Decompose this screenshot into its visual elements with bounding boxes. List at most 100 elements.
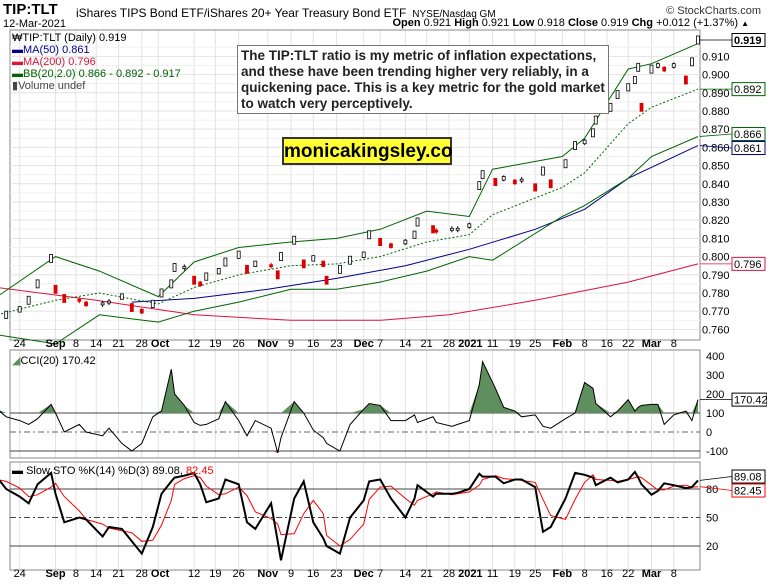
candle — [269, 264, 273, 268]
candle — [662, 66, 667, 72]
bb-upper-line — [0, 43, 699, 298]
candle — [683, 75, 688, 85]
sto-tick-label: 50 — [706, 513, 718, 525]
x-tick-label: 14 — [399, 338, 411, 350]
x-tick-label: 7 — [377, 338, 383, 350]
price-panel — [9, 29, 701, 341]
x-tick-label: 21 — [112, 568, 124, 580]
x-tick-label: Oct — [151, 568, 170, 580]
legend-sto-d-label: 82.45 — [186, 465, 214, 477]
x-tick-label: 22 — [622, 338, 634, 350]
high-value: 0.921 — [481, 17, 510, 29]
candlestick-icon: ₩ — [12, 32, 23, 44]
candle — [324, 275, 329, 285]
candle — [480, 170, 485, 180]
candle — [512, 179, 517, 185]
candle — [245, 264, 249, 274]
annotation-box: The TIP:TLT ratio is my metric of inflat… — [237, 45, 609, 114]
candle — [582, 139, 587, 145]
price-tick-label: 0.770 — [702, 306, 730, 318]
value-tag-connector — [699, 133, 733, 137]
candle — [84, 301, 88, 307]
price-tick-label: 0.840 — [702, 179, 730, 191]
candle — [172, 263, 177, 272]
price-tick-label: 0.820 — [702, 215, 730, 227]
candle — [415, 217, 420, 227]
legend-ma50-label: MA(50) 0.861 — [23, 44, 90, 56]
candle — [198, 281, 203, 287]
price-tick-label: 0.890 — [702, 88, 730, 100]
x-tick-label: 14 — [399, 568, 411, 580]
candle — [49, 253, 53, 263]
x-tick-label: 8 — [73, 568, 79, 580]
sto-value-tag-connector — [699, 486, 733, 491]
cci-tick-label: 100 — [706, 408, 724, 420]
x-tick-label: 19 — [509, 568, 521, 580]
x-tick-label: 14 — [90, 338, 102, 350]
x-tick-label: 26 — [233, 568, 245, 580]
candle — [279, 252, 283, 261]
cci-tick-label: 400 — [706, 351, 724, 363]
open-label: Open — [392, 17, 421, 29]
candle — [378, 237, 383, 247]
cci-value-tag-label: 170.42 — [734, 395, 767, 407]
cci-tick-label: 300 — [706, 370, 724, 382]
x-tick-label: 12 — [188, 338, 200, 350]
x-tick-label: 16 — [601, 338, 613, 350]
close-value: 0.919 — [601, 17, 629, 29]
ma50-line — [131, 145, 699, 303]
candle — [321, 260, 326, 267]
value-tag-connector — [699, 145, 733, 149]
legend-price: ₩TIP:TLT (Daily) 0.919 — [12, 32, 127, 44]
legend-volume-label: Volume undef — [18, 80, 86, 92]
x-tick-label: Dec — [354, 338, 374, 350]
legend-price-label: TIP:TLT (Daily) 0.919 — [22, 32, 127, 44]
high-label: High — [454, 17, 479, 29]
value-tag-label: 0.892 — [734, 84, 762, 96]
value-tag-label: 0.919 — [734, 35, 762, 47]
x-tick-label: 12 — [188, 568, 200, 580]
security-line: iShares TIPS Bond ETF/iShares 20+ Year T… — [76, 4, 496, 22]
x-tick-label: 19 — [209, 338, 221, 350]
value-tag — [731, 256, 766, 271]
candle — [573, 141, 577, 150]
sto-d-line — [0, 474, 699, 547]
x-tick-label: 14 — [90, 568, 102, 580]
legend-ma50: ▬MA(50) 0.861 — [12, 44, 90, 56]
candle — [593, 115, 598, 125]
legend-sto: ▬ Slow STO %K(14) %D(3) 89.08, 82.45 — [12, 465, 214, 477]
cci-panel — [9, 349, 701, 459]
x-tick-label: 9 — [288, 338, 294, 350]
legend-cci: ◢CCI(20) 170.42 — [12, 355, 96, 367]
x-tick-label: 11 — [487, 568, 498, 580]
x-tick-label: 21 — [112, 338, 124, 350]
candle — [493, 177, 498, 187]
candle — [361, 251, 366, 258]
price-tick-label: 0.850 — [702, 161, 730, 173]
candle — [431, 225, 435, 234]
candle — [449, 227, 454, 231]
x-tick-label: 22 — [622, 568, 634, 580]
cci-line — [0, 360, 699, 454]
candle — [100, 302, 105, 306]
low-label: Low — [512, 17, 535, 29]
candle — [139, 308, 144, 314]
candle — [608, 102, 613, 112]
candle — [671, 63, 676, 68]
brand-link[interactable]: © StockCharts.com — [666, 5, 761, 17]
candle — [655, 63, 660, 68]
cci-overbought-fill — [0, 361, 698, 413]
x-tick-label: Feb — [553, 568, 573, 580]
price-tick-label: 0.810 — [702, 233, 730, 245]
candle — [403, 239, 408, 245]
legend-volume: ▮Volume undef — [12, 80, 85, 92]
value-tag-label: 0.796 — [734, 259, 762, 271]
candle — [311, 255, 316, 262]
symbol-title: TIP:TLT — [3, 1, 58, 18]
x-tick-label: 8 — [671, 568, 677, 580]
x-tick-label: Mar — [642, 338, 662, 350]
sto-k-line — [0, 470, 699, 561]
candle — [367, 230, 372, 240]
value-tag — [731, 33, 766, 47]
